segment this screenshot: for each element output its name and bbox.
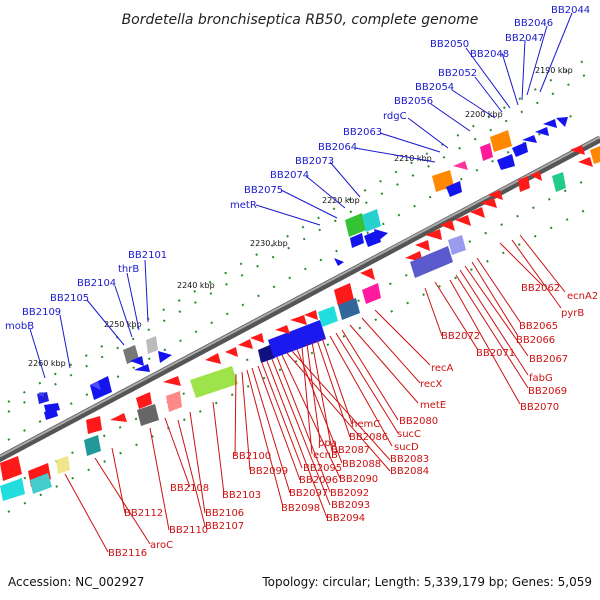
gene-label: BB2096 [299, 475, 338, 486]
gene-label: sucC [397, 429, 421, 440]
gene-label: BB2056 [394, 96, 433, 107]
gene-label: ecnB [313, 450, 338, 461]
gene-label: ppa [318, 438, 337, 449]
gene-label: rdgC [383, 111, 407, 122]
gene-label: fabG [529, 373, 553, 384]
kbp-2190: 2190 kbp [535, 66, 573, 75]
gene-label: BB2087 [331, 445, 370, 456]
gene-label: BB2074 [270, 170, 309, 181]
gene-label: BB2070 [520, 402, 559, 413]
gene-label: BB2047 [505, 33, 544, 44]
gene-label: BB2106 [205, 508, 244, 519]
map-title: Bordetella bronchiseptica RB50, complete… [122, 12, 479, 28]
gene-label: BB2088 [342, 459, 381, 470]
gene-label: recX [420, 379, 443, 390]
gene-label: BB2099 [249, 466, 288, 477]
gene-label: recA [431, 363, 454, 374]
gene-label: BB2054 [415, 82, 454, 93]
gene-label: BB2066 [516, 335, 555, 346]
gene-label: BB2046 [514, 18, 553, 29]
gene-label: BB2108 [170, 483, 209, 494]
gene-label: BB2062 [521, 283, 560, 294]
gene-label: BB2083 [390, 454, 429, 465]
gene-label: BB2105 [50, 293, 89, 304]
gene-label: BB2097 [289, 488, 328, 499]
gene-label: BB2065 [519, 321, 558, 332]
gene-label: aroC [150, 540, 173, 551]
gene-label: BB2094 [326, 513, 365, 524]
gene-label: BB2110 [169, 525, 208, 536]
gene-label: BB2103 [222, 490, 261, 501]
reverse-callout-lines [64, 234, 566, 553]
gene-label: BB2071 [476, 348, 515, 359]
gene-label: BB2090 [339, 474, 378, 485]
gene-label: BB2075 [244, 185, 283, 196]
kbp-2220: 2220 kbp [322, 196, 360, 205]
gene-label: BB2050 [430, 39, 469, 50]
gene-label: pyrB [561, 308, 584, 319]
gene-label: BB2052 [438, 68, 477, 79]
kbp-2260: 2260 kbp [28, 359, 66, 368]
gene-label: BB2084 [390, 466, 429, 477]
gene-label: mobB [5, 321, 34, 332]
gene-label: BB2093 [331, 500, 370, 511]
kbp-2200: 2200 kbp [465, 110, 503, 119]
gene-label: hemC [351, 419, 380, 430]
gene-label: BB2080 [399, 416, 438, 427]
gene-label: BB2104 [77, 278, 116, 289]
gene-label: BB2109 [22, 307, 61, 318]
gene-label: BB2073 [295, 156, 334, 167]
genome-backbone [0, 135, 600, 463]
gene-label: metR [230, 200, 257, 211]
reverse-gene-labels: ecnA2 BB2062 pyrB BB2065 BB2066 BB2067 f… [108, 283, 598, 559]
gene-label: BB2048 [470, 49, 509, 60]
gene-label: BB2116 [108, 548, 147, 559]
gene-label: BB2112 [124, 508, 163, 519]
gene-label: BB2069 [528, 386, 567, 397]
kbp-2240: 2240 kbp [177, 281, 215, 290]
gene-label: BB2044 [551, 5, 590, 16]
forward-callout-lines [29, 12, 573, 379]
gene-label: BB2072 [441, 331, 480, 342]
gene-label: BB2101 [128, 250, 167, 261]
gene-label: thrB [118, 264, 139, 275]
gene-label: BB2067 [529, 354, 568, 365]
tick-tracks [7, 59, 596, 513]
gene-label: BB2098 [281, 503, 320, 514]
forward-gene-glyphs [37, 117, 568, 420]
kbp-2230: 2230 kbp [250, 239, 288, 248]
kbp-2250: 2250 kbp [104, 320, 142, 329]
gene-label: BB2086 [349, 432, 388, 443]
gene-label: sucD [394, 442, 419, 453]
gene-label: ecnA2 [567, 291, 598, 302]
gene-label: metE [420, 400, 446, 411]
reverse-gene-glyphs [0, 145, 600, 501]
gene-label: BB2063 [343, 127, 382, 138]
gene-label: BB2100 [232, 451, 271, 462]
gene-label: BB2107 [205, 521, 244, 532]
gene-label: BB2092 [330, 488, 369, 499]
forward-gene-labels: BB2044 BB2046 BB2047 BB2048 BB2050 BB205… [5, 5, 590, 332]
gene-label: BB2064 [318, 142, 357, 153]
genome-summary: Topology: circular; Length: 5,339,179 bp… [261, 575, 592, 589]
accession-label: Accession: NC_002927 [8, 575, 144, 589]
gene-label: BB2095 [303, 463, 342, 474]
